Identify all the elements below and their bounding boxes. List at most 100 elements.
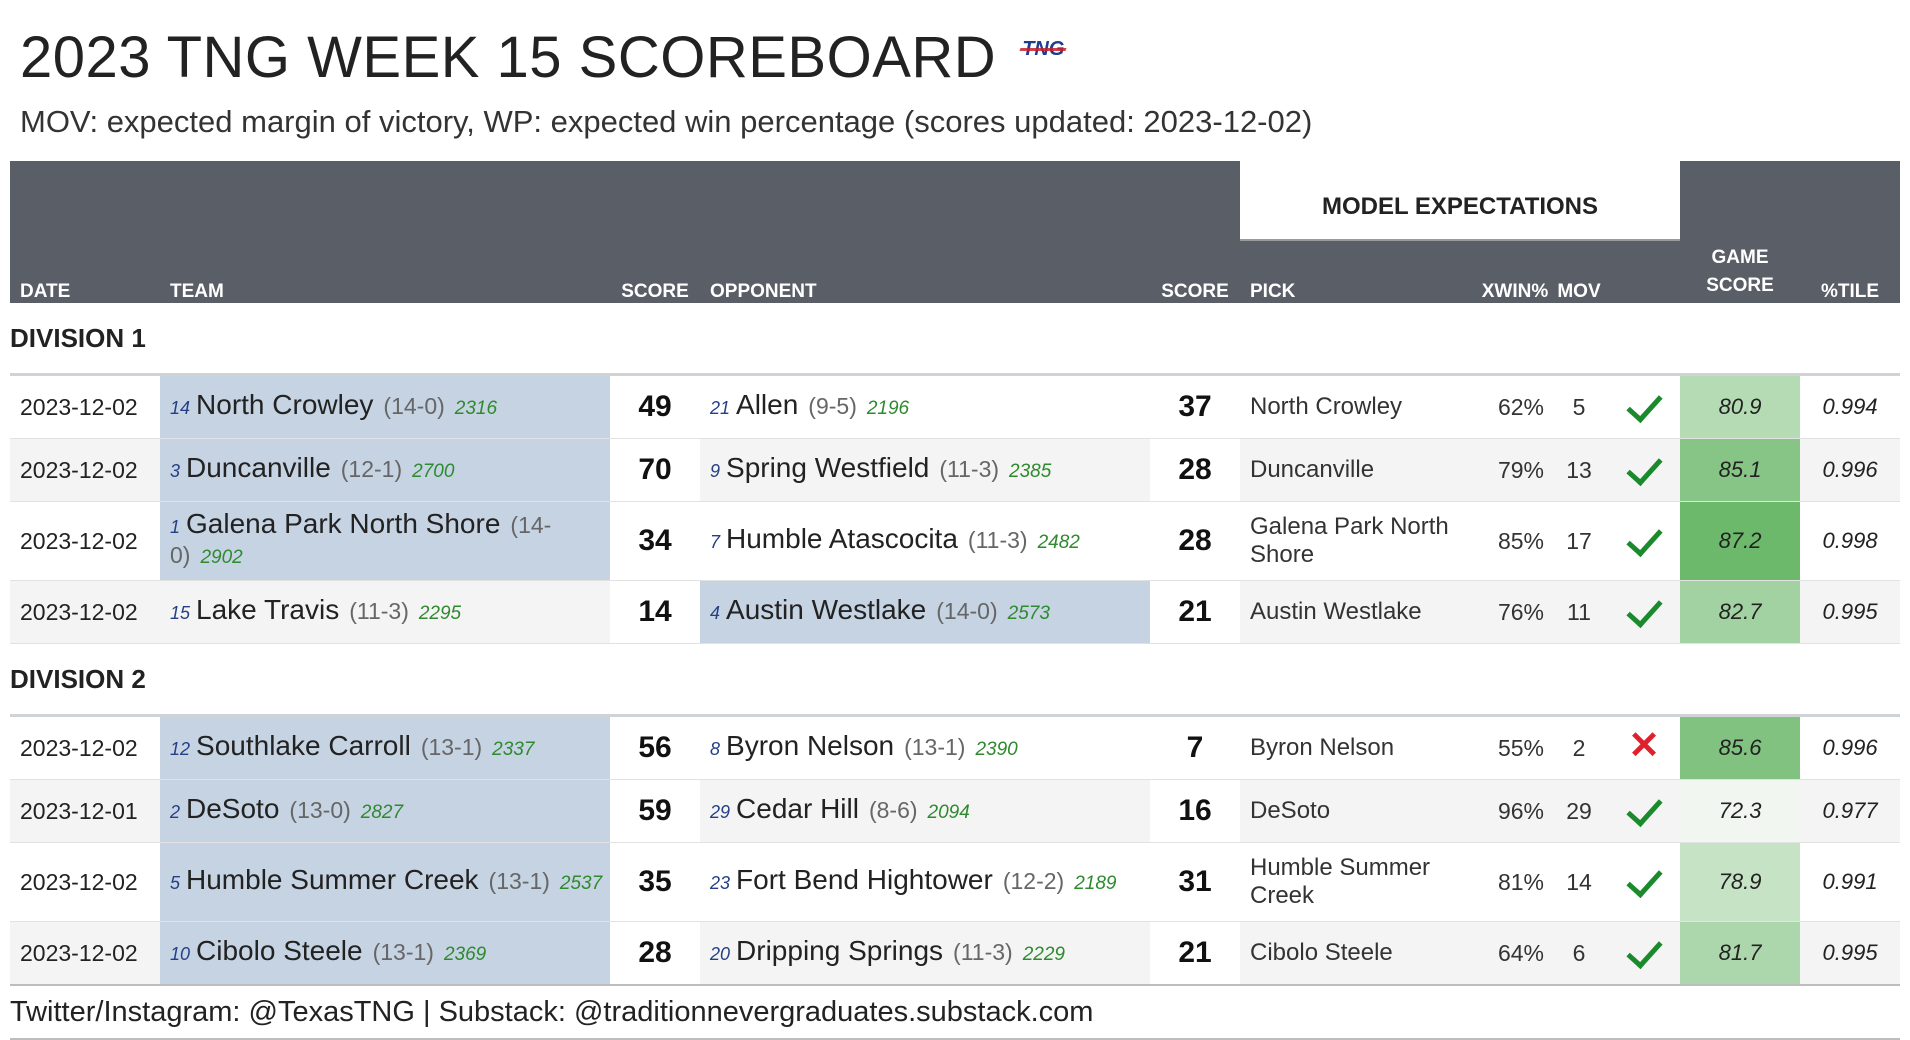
game-score: 78.9 <box>1680 842 1801 922</box>
opponent-elo: 2229 <box>1022 944 1065 965</box>
opponent-score: 21 <box>1150 921 1240 986</box>
header-spacer <box>10 161 1240 240</box>
team-rank: 2 <box>170 802 181 822</box>
opponent-cell: 9 Spring Westfield (11-3) 2385 <box>700 438 1150 502</box>
game-date: 2023-12-02 <box>10 580 160 644</box>
team-record: (13-1) <box>372 939 434 965</box>
game-score: 72.3 <box>1680 779 1801 843</box>
team-record: (14-0) <box>383 393 445 419</box>
expected-mov: 11 <box>1550 580 1608 644</box>
opponent-record: (12-2) <box>1002 868 1065 894</box>
expected-mov: 5 <box>1550 374 1608 439</box>
team-elo: 2902 <box>200 547 243 568</box>
game-date: 2023-12-02 <box>10 374 160 439</box>
expected-win-pct: 85% <box>1480 501 1550 581</box>
team-score: 56 <box>610 715 700 780</box>
team-name: Cibolo Steele <box>196 935 363 966</box>
opponent-rank: 21 <box>710 398 731 418</box>
team-elo: 2316 <box>454 398 498 419</box>
scoreboard-page: 2023 TNG WEEK 15 SCOREBOARD TNG MOV: exp… <box>0 0 1910 1012</box>
expected-win-pct: 81% <box>1480 842 1550 922</box>
team-name: DeSoto <box>186 793 280 824</box>
table-row: 2023-12-02 10 Cibolo Steele (13-1) 2369 28 20 D… <box>10 921 1901 986</box>
table-row: 2023-12-02 1 Galena Park North Shore (14-0)… <box>10 501 1901 581</box>
expected-win-pct: 55% <box>1480 715 1550 780</box>
team-elo: 2537 <box>559 873 603 894</box>
game-date: 2023-12-02 <box>10 842 160 922</box>
expected-mov: 2 <box>1550 715 1608 780</box>
expected-mov: 6 <box>1550 921 1608 986</box>
game-date: 2023-12-02 <box>10 501 160 581</box>
opponent-record: (9-5) <box>808 393 857 419</box>
team-score: 59 <box>610 779 700 843</box>
team-score: 35 <box>610 842 700 922</box>
team-record: (13-1) <box>420 734 483 760</box>
team-name: Galena Park North Shore <box>186 508 501 539</box>
table-row: 2023-12-02 5 Humble Summer Creek (13-1) 2537… <box>10 842 1901 922</box>
col-pick: PICK <box>1240 240 1480 303</box>
opponent-rank: 29 <box>710 802 731 822</box>
page-title: 2023 TNG WEEK 15 SCOREBOARD <box>20 24 997 90</box>
team-score: 14 <box>610 580 700 644</box>
team-elo: 2295 <box>418 603 462 624</box>
opponent-record: (13-1) <box>904 734 966 760</box>
opponent-score: 37 <box>1150 374 1240 439</box>
opponent-elo: 2196 <box>866 398 910 419</box>
opponent-cell: 23 Fort Bend Hightower (12-2) 2189 <box>700 842 1150 922</box>
team-cell: 12 Southlake Carroll (13-1) 2337 <box>160 715 610 780</box>
model-expectations-header: MODEL EXPECTATIONS <box>1240 161 1681 241</box>
model-pick: DeSoto <box>1240 779 1480 843</box>
opponent-score: 7 <box>1150 715 1240 780</box>
col-team: TEAM <box>160 240 610 303</box>
opponent-score: 21 <box>1150 580 1240 644</box>
col-mov: MOV <box>1550 240 1608 303</box>
team-cell: 15 Lake Travis (11-3) 2295 <box>160 580 610 644</box>
opponent-name: Spring Westfield <box>726 452 930 483</box>
team-rank: 1 <box>170 517 181 537</box>
table-row: 2023-12-02 15 Lake Travis (11-3) 2295 14 4 Aust… <box>10 580 1901 644</box>
opponent-elo: 2094 <box>927 802 970 823</box>
team-cell: 10 Cibolo Steele (13-1) 2369 <box>160 921 610 986</box>
model-pick: North Crowley <box>1240 374 1480 439</box>
model-pick: Humble Summer Creek <box>1240 842 1480 922</box>
opponent-rank: 20 <box>710 944 731 964</box>
table-row: 2023-12-01 2 DeSoto (13-0) 2827 59 29 Cedar Hil… <box>10 779 1901 843</box>
game-score-percentile: 0.998 <box>1800 501 1901 581</box>
opponent-record: (11-3) <box>939 456 1000 482</box>
footer-credits: Twitter/Instagram: @TexasTNG | Substack:… <box>10 984 1901 1040</box>
game-score-percentile: 0.977 <box>1800 779 1901 843</box>
model-pick: Galena Park North Shore <box>1240 501 1480 581</box>
game-score-percentile: 0.996 <box>1800 438 1901 502</box>
opponent-elo: 2482 <box>1037 532 1080 553</box>
opponent-record: (14-0) <box>936 598 998 624</box>
scoreboard-table: MODEL EXPECTATIONS DATE TEAM SCORE OPPON… <box>10 161 1901 1040</box>
team-elo: 2337 <box>492 739 535 760</box>
opponent-score: 16 <box>1150 779 1240 843</box>
opponent-score: 28 <box>1150 501 1240 581</box>
game-date: 2023-12-01 <box>10 779 160 843</box>
team-score: 49 <box>610 374 700 439</box>
expected-mov: 17 <box>1550 501 1608 581</box>
col-game-score-line1: GAME <box>1711 246 1769 268</box>
opponent-record: (11-3) <box>967 527 1028 553</box>
opponent-rank: 4 <box>710 603 721 623</box>
col-opponent: OPPONENT <box>700 240 1150 303</box>
col-pctile: %TILE <box>1800 240 1901 303</box>
check-icon <box>1608 779 1681 843</box>
opponent-record: (8-6) <box>868 797 918 823</box>
game-score-percentile: 0.995 <box>1800 921 1901 986</box>
expected-win-pct: 79% <box>1480 438 1550 502</box>
team-cell: 2 DeSoto (13-0) 2827 <box>160 779 610 843</box>
title-row: 2023 TNG WEEK 15 SCOREBOARD TNG <box>20 22 1064 92</box>
opponent-name: Humble Atascocita <box>726 523 958 554</box>
game-score: 85.6 <box>1680 715 1801 780</box>
team-score: 28 <box>610 921 700 986</box>
team-rank: 10 <box>170 944 191 964</box>
game-score: 87.2 <box>1680 501 1801 581</box>
team-cell: 5 Humble Summer Creek (13-1) 2537 <box>160 842 610 922</box>
check-icon <box>1608 438 1681 502</box>
cross-icon: ✕ <box>1608 715 1681 780</box>
col-xwin: XWIN% <box>1480 240 1550 303</box>
game-date: 2023-12-02 <box>10 921 160 986</box>
check-icon <box>1608 501 1681 581</box>
